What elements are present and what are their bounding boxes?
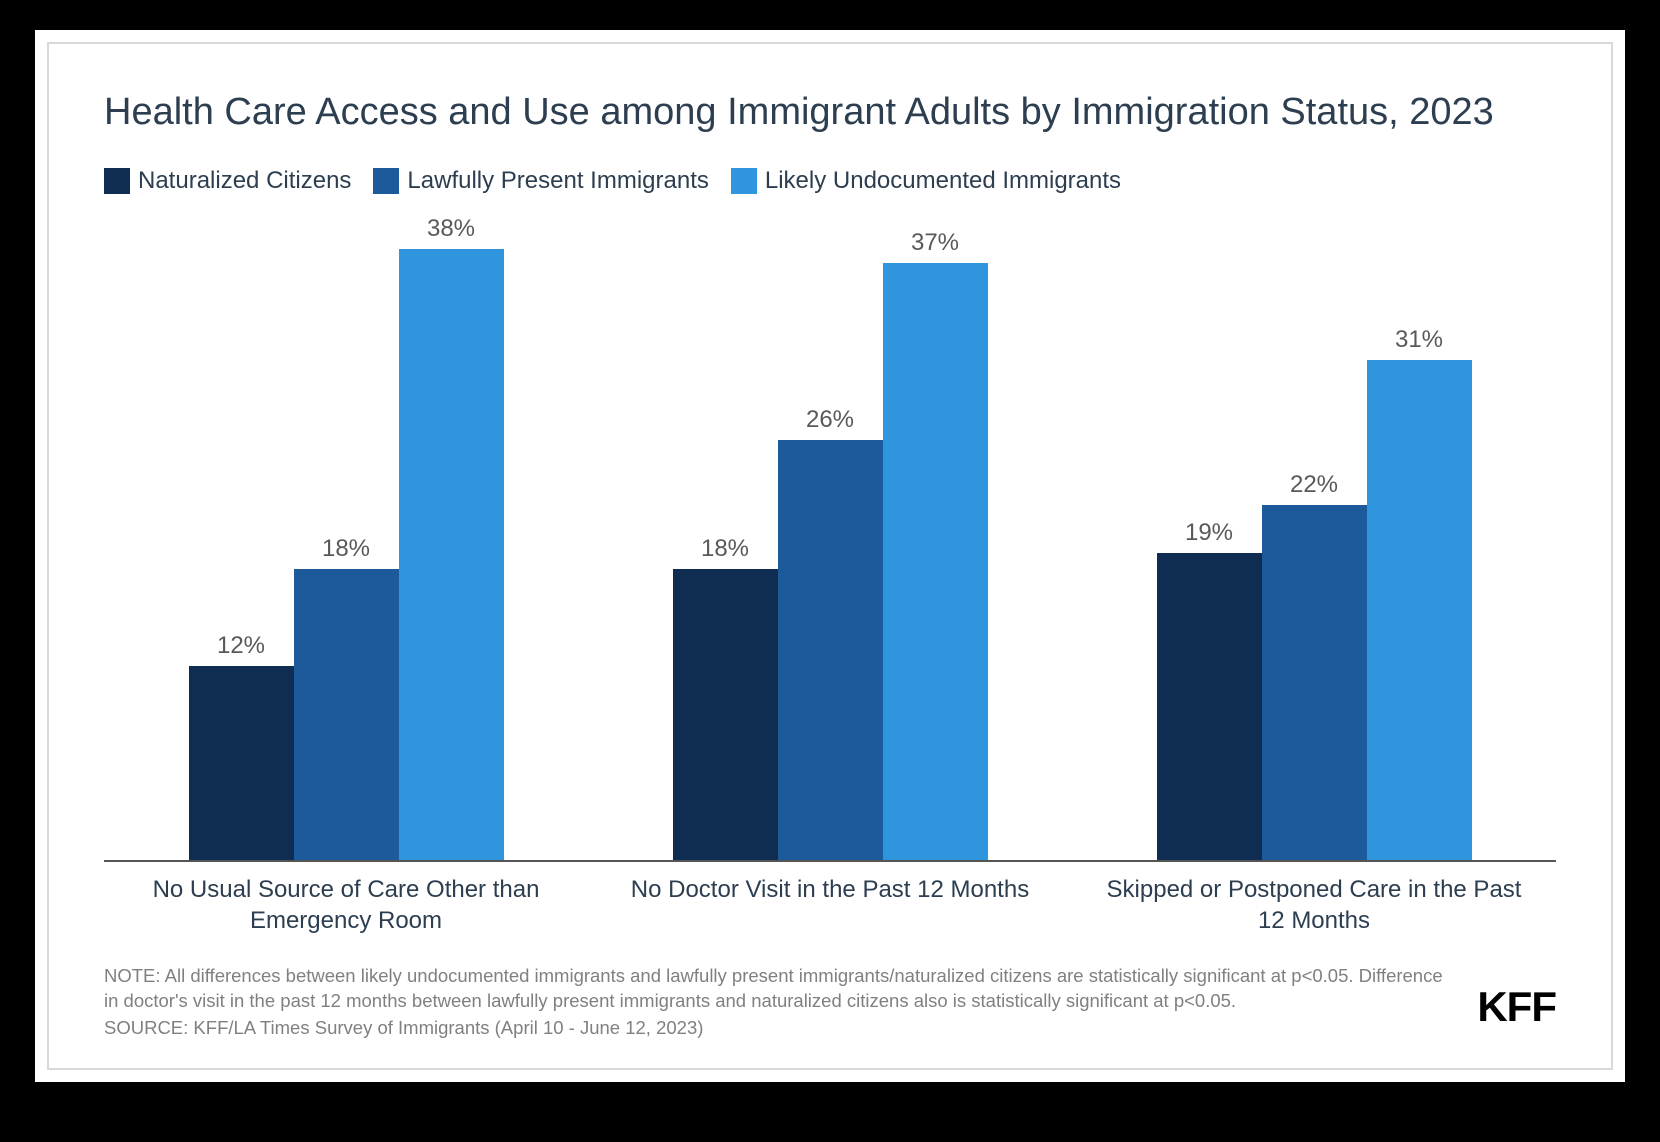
legend-item-0: Naturalized Citizens (104, 167, 351, 195)
category-label-1: No Doctor Visit in the Past 12 Months (588, 874, 1072, 936)
bars-row: 12% 18% 38% 18% (104, 215, 1556, 860)
bar-2-2 (1367, 360, 1472, 860)
legend-item-1: Lawfully Present Immigrants (373, 167, 708, 195)
bar-value-label: 26% (806, 406, 854, 434)
bar-value-label: 18% (322, 535, 370, 563)
kff-logo: KFF (1477, 983, 1556, 1031)
category-labels-row: No Usual Source of Care Other than Emerg… (104, 874, 1556, 936)
legend-swatch-2 (731, 168, 757, 194)
bar-value-label: 22% (1290, 471, 1338, 499)
legend-swatch-1 (373, 168, 399, 194)
chart-title: Health Care Access and Use among Immigra… (104, 89, 1556, 137)
bar-wrap-0-2: 38% (399, 215, 504, 860)
bar-group-0: 12% 18% 38% (104, 215, 588, 860)
bar-wrap-2-1: 22% (1262, 215, 1367, 860)
bar-2-1 (1262, 505, 1367, 860)
bar-wrap-2-2: 31% (1367, 215, 1472, 860)
legend-label-1: Lawfully Present Immigrants (407, 167, 708, 195)
bar-1-0 (673, 569, 778, 859)
x-axis-line (104, 860, 1556, 862)
bar-1-2 (883, 263, 988, 860)
source-text: SOURCE: KFF/LA Times Survey of Immigrant… (104, 1016, 1457, 1041)
bar-wrap-1-1: 26% (778, 215, 883, 860)
bar-0-2 (399, 249, 504, 860)
legend-label-0: Naturalized Citizens (138, 167, 351, 195)
bar-1-1 (778, 440, 883, 859)
bar-value-label: 38% (427, 215, 475, 243)
legend-label-2: Likely Undocumented Immigrants (765, 167, 1121, 195)
chart-inner-frame: Health Care Access and Use among Immigra… (47, 42, 1613, 1070)
bar-group-2: 19% 22% 31% (1072, 215, 1556, 860)
bar-wrap-1-2: 37% (883, 215, 988, 860)
bar-wrap-2-0: 19% (1157, 215, 1262, 860)
legend: Naturalized Citizens Lawfully Present Im… (104, 167, 1556, 195)
chart-outer-frame: Health Care Access and Use among Immigra… (35, 30, 1625, 1082)
legend-swatch-0 (104, 168, 130, 194)
bar-0-1 (294, 569, 399, 859)
plot-region: 12% 18% 38% 18% (104, 215, 1556, 937)
bar-wrap-0-0: 12% (189, 215, 294, 860)
legend-item-2: Likely Undocumented Immigrants (731, 167, 1121, 195)
chart-footer: NOTE: All differences between likely und… (104, 964, 1556, 1043)
bar-2-0 (1157, 553, 1262, 859)
bar-value-label: 18% (701, 535, 749, 563)
bar-wrap-0-1: 18% (294, 215, 399, 860)
bar-value-label: 31% (1395, 326, 1443, 354)
note-text: NOTE: All differences between likely und… (104, 964, 1457, 1014)
bar-group-1: 18% 26% 37% (588, 215, 1072, 860)
bar-value-label: 12% (217, 632, 265, 660)
category-label-0: No Usual Source of Care Other than Emerg… (104, 874, 588, 936)
bar-0-0 (189, 666, 294, 860)
chart-notes: NOTE: All differences between likely und… (104, 964, 1457, 1043)
bar-value-label: 37% (911, 229, 959, 257)
bar-wrap-1-0: 18% (673, 215, 778, 860)
bar-value-label: 19% (1185, 519, 1233, 547)
category-label-2: Skipped or Postponed Care in the Past 12… (1072, 874, 1556, 936)
